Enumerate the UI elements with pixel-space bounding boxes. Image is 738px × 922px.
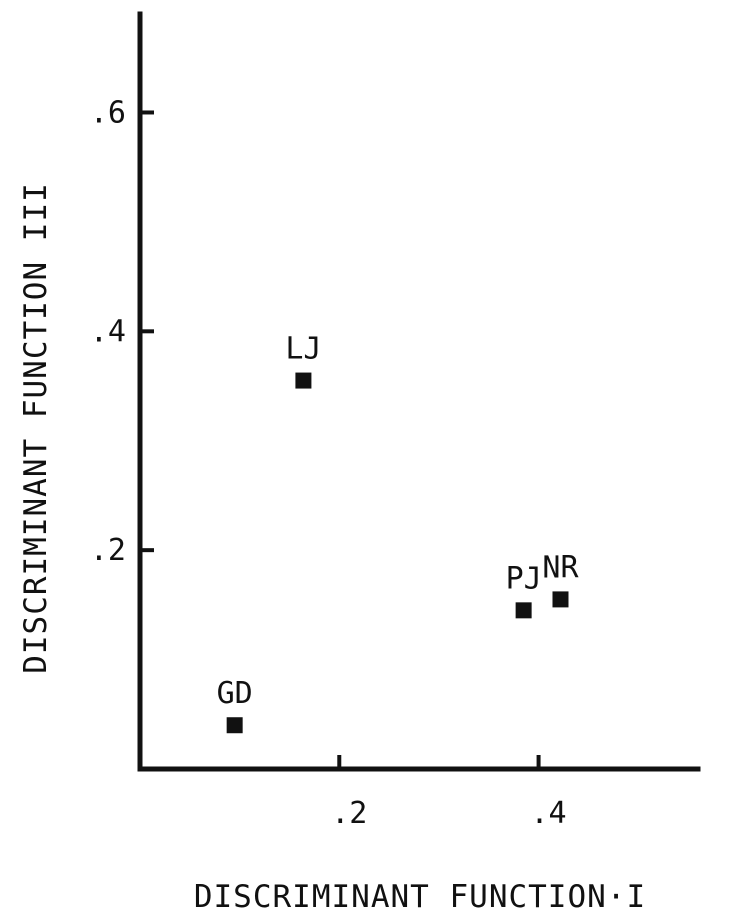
data-point-label: GD	[217, 676, 253, 711]
y-tick-label: .6	[90, 95, 126, 130]
data-point-label: PJ	[506, 561, 542, 596]
x-tick-label: .2	[331, 796, 367, 831]
x-ticks: .2 .4	[331, 755, 567, 831]
data-point-marker	[552, 591, 569, 608]
data-point-marker	[295, 372, 312, 389]
axes	[137, 11, 701, 772]
y-ticks: .2 .4 .6	[90, 95, 154, 568]
y-tick-label: .2	[90, 533, 126, 568]
x-tick-label: .4	[531, 796, 567, 831]
x-axis-title: DISCRIMINANT FUNCTION·I	[194, 879, 646, 915]
data-point-marker	[226, 717, 243, 734]
data-point-marker	[515, 602, 532, 619]
y-axis-title: DISCRIMINANT FUNCTION III	[18, 182, 54, 674]
data-points: GD LJ PJ NR	[217, 332, 579, 734]
data-point-label: LJ	[285, 332, 321, 367]
data-point-label: NR	[542, 550, 579, 585]
y-tick-label: .4	[90, 314, 126, 349]
